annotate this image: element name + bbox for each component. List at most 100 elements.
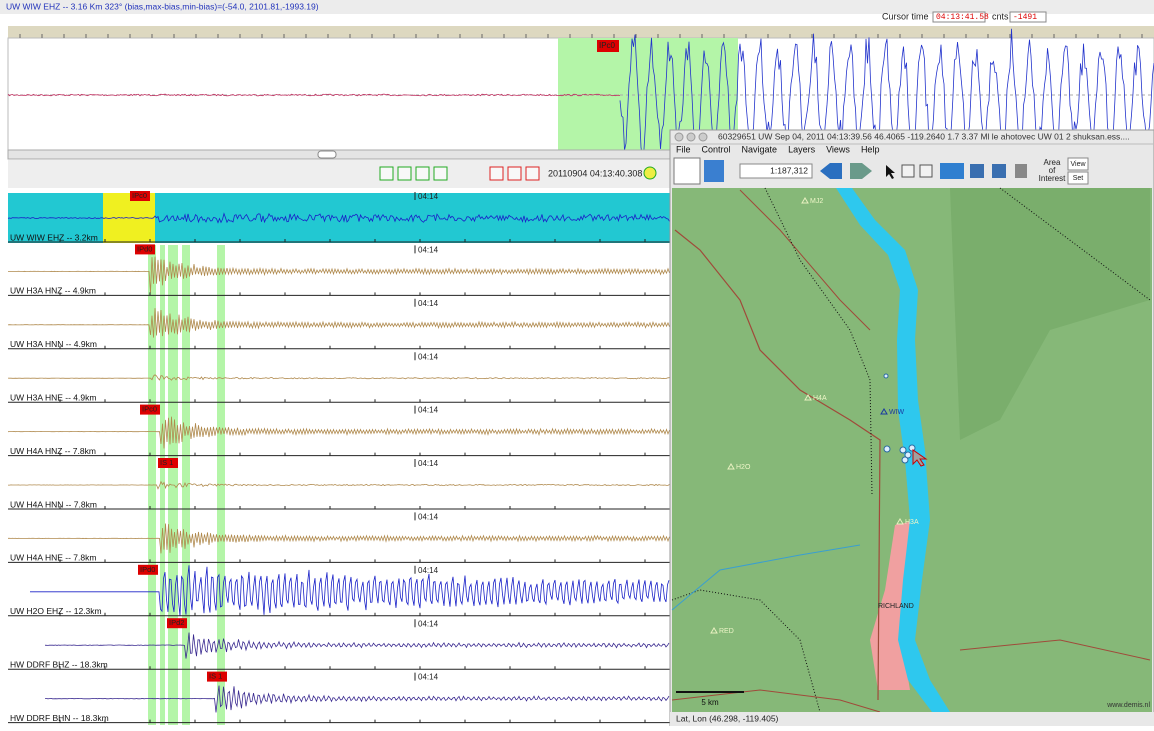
button[interactable] — [525, 166, 540, 181]
scale-field[interactable] — [739, 163, 813, 179]
tool-button[interactable] — [673, 157, 701, 185]
station-marker — [896, 518, 904, 525]
pointer-tool[interactable] — [886, 165, 895, 179]
event-markers — [883, 373, 916, 464]
time-mark: 04:14 — [418, 459, 439, 468]
place-labels: MJ2 H4A WIW H2O H3A RICHLAND RED — [710, 197, 919, 635]
station-marker — [880, 408, 888, 415]
road — [959, 639, 1151, 661]
view-button[interactable] — [1067, 157, 1089, 171]
trace-label: UW H3A HNE -- 4.9km — [10, 392, 96, 402]
time-mark: 04:14 — [418, 406, 439, 415]
waveform — [7, 416, 670, 449]
top-waveform — [7, 28, 1154, 162]
button[interactable] — [433, 166, 448, 181]
cursor-label: Cursor time — [882, 11, 929, 21]
clock-button[interactable] — [643, 166, 657, 180]
time-mark: 04:14 — [418, 513, 439, 522]
pick-flag — [597, 40, 619, 52]
pick-flag — [158, 458, 178, 468]
place-label: RED — [719, 628, 734, 635]
menu-item[interactable]: Layers — [788, 144, 816, 154]
tool-button[interactable] — [1015, 164, 1027, 178]
pick-label: IS 1 — [209, 672, 222, 681]
pick-flag — [140, 404, 160, 415]
menu-item[interactable]: Views — [826, 144, 850, 154]
time-mark: 04:14 — [418, 619, 439, 628]
map[interactable]: MJ2 H4A WIW H2O H3A RICHLAND RED 5 km www.demi… — [671, 187, 1152, 713]
time-mark: 04:14 — [418, 246, 439, 255]
window-button[interactable] — [686, 132, 696, 142]
river — [836, 188, 950, 712]
window-button[interactable] — [674, 132, 684, 142]
counts-label: cnts — [992, 11, 1009, 21]
place-label: H3A — [905, 519, 919, 526]
time-mark: 04:14 — [418, 566, 439, 575]
set-button[interactable] — [1067, 171, 1089, 185]
time-mark: 04:14 — [418, 673, 439, 682]
scrollbar[interactable] — [7, 149, 671, 160]
area-label: Area — [1044, 158, 1061, 167]
event — [883, 445, 891, 453]
window-button[interactable] — [698, 132, 708, 142]
event — [899, 446, 907, 454]
trace-label: HW DDRF BHZ -- 18.3km — [10, 659, 108, 669]
counts-field — [1009, 11, 1047, 23]
time-mark: 04:14 — [418, 352, 439, 361]
event — [901, 456, 909, 464]
event — [908, 444, 916, 452]
canal — [671, 544, 861, 611]
button[interactable] — [397, 166, 412, 181]
waveform — [619, 28, 1154, 162]
station-marker — [727, 463, 735, 470]
button[interactable] — [507, 166, 522, 181]
pick-flag — [130, 191, 150, 201]
waveform — [8, 523, 670, 554]
trace-label: HW DDRF BHN -- 18.3km — [10, 713, 109, 723]
waveform — [7, 212, 670, 224]
tool-button[interactable] — [704, 160, 724, 182]
trace-label: UW H4A HNZ -- 7.8km — [10, 446, 96, 456]
trace: 04:14 UW H3A HNN -- 4.9km — [7, 298, 670, 350]
traces: 04:14 UW WIW EHZ -- 3.2km IPc0 04:14 UW H3A … — [7, 191, 670, 725]
back-button[interactable] — [820, 163, 842, 179]
area-label: Interest — [1039, 174, 1066, 183]
waveform — [7, 93, 621, 97]
menu-item[interactable]: Control — [702, 144, 731, 154]
tool-button[interactable] — [992, 164, 1006, 178]
button[interactable] — [415, 166, 430, 181]
menu-item[interactable]: Navigate — [742, 144, 778, 154]
terrain — [950, 188, 1150, 440]
place-label: H4A — [813, 395, 827, 402]
trace-label: UW H2O EHZ -- 12.3km — [10, 606, 102, 616]
trace-label: UW H3A HNZ -- 4.9km — [10, 286, 96, 296]
pick-label: IPd0 — [137, 244, 152, 253]
road — [671, 689, 881, 713]
button[interactable] — [379, 166, 394, 181]
tool-button[interactable] — [940, 163, 964, 179]
cursor-field — [932, 11, 986, 23]
menu-item[interactable]: Help — [861, 144, 880, 154]
tool-button[interactable] — [970, 164, 984, 178]
area-label: of — [1049, 166, 1056, 175]
cursor-time: 04:13:41.58 — [936, 13, 989, 22]
road — [739, 189, 871, 331]
place-label: RICHLAND — [878, 603, 914, 610]
header-bar — [0, 0, 1154, 14]
button[interactable] — [489, 166, 504, 181]
header-title: UW WIW EHZ -- 3.16 Km 323° (bias,max-bia… — [6, 1, 319, 11]
counts: -1491 — [1013, 13, 1037, 22]
road — [674, 229, 881, 701]
tool-button[interactable] — [901, 164, 915, 178]
toolbar — [8, 160, 670, 188]
map-window: 60329651 UW Sep 04, 2011 04:13:39.56 46.… — [669, 129, 1154, 727]
scroll-thumb[interactable] — [317, 150, 337, 159]
forward-button[interactable] — [850, 163, 872, 179]
trace: 04:14 HW DDRF BHN -- 18.3km IS 1 — [8, 672, 670, 724]
menu-item[interactable]: File — [676, 144, 691, 154]
map-credit: www.demis.nl — [1106, 702, 1150, 709]
cursor — [912, 449, 928, 467]
tool-button[interactable] — [919, 164, 933, 178]
